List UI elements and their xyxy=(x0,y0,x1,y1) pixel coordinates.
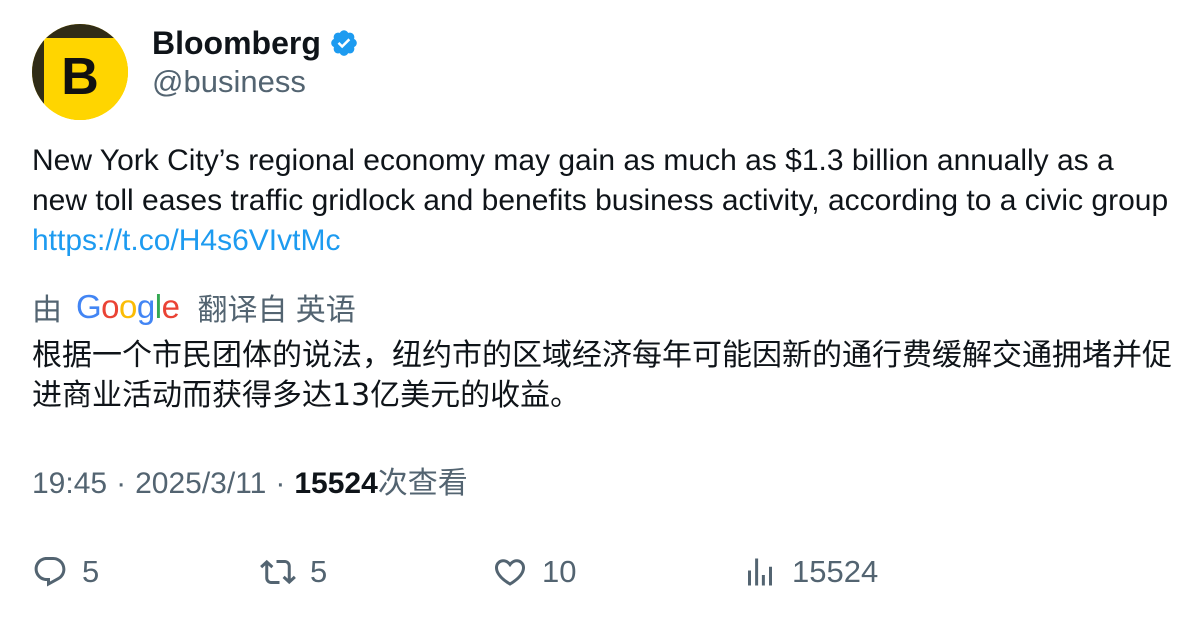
views-action-count: 15524 xyxy=(792,554,879,589)
analytics-icon xyxy=(742,554,778,590)
bloomberg-logo-icon: B xyxy=(32,24,128,120)
reply-count: 5 xyxy=(82,554,100,589)
verified-badge-icon xyxy=(329,28,359,58)
tweet-time[interactable]: 19:45 xyxy=(32,467,108,500)
translated-text: 根据一个市民团体的说法，纽约市的区域经济每年可能因新的通行费缓解交通拥堵并促进商… xyxy=(32,338,1172,413)
reply-button[interactable]: 5 xyxy=(32,552,99,592)
tweet-header: B Bloomberg @business xyxy=(32,24,359,120)
tweet-meta: 19:45 · 2025/3/11 · 15524 次查看 xyxy=(32,464,468,504)
repost-button[interactable]: 5 xyxy=(260,552,327,592)
like-button[interactable]: 10 xyxy=(492,552,576,592)
author-names: Bloomberg @business xyxy=(152,24,359,102)
author-handle[interactable]: @business xyxy=(152,64,306,99)
like-count: 10 xyxy=(542,554,577,589)
repost-count: 5 xyxy=(310,554,328,589)
svg-text:B: B xyxy=(61,48,99,106)
views-button[interactable]: 15524 xyxy=(742,552,878,592)
views-count: 15524 xyxy=(294,467,378,500)
repost-icon xyxy=(260,554,296,590)
views-label: 次查看 xyxy=(377,467,468,500)
translation-suffix: 翻译自 英语 xyxy=(197,294,356,327)
action-bar: 5 5 10 15524 xyxy=(32,552,1172,592)
translation-attribution[interactable]: 由 Google 翻译自 英语 xyxy=(32,287,356,327)
heart-icon xyxy=(492,554,528,590)
tweet-link[interactable]: https://t.co/H4s6VIvtMc xyxy=(32,224,341,257)
meta-separator: · xyxy=(116,467,127,500)
google-logo: Google xyxy=(76,288,180,325)
reply-icon xyxy=(32,554,68,590)
display-name[interactable]: Bloomberg xyxy=(152,25,321,61)
tweet-date[interactable]: 2025/3/11 xyxy=(135,467,267,500)
name-row: Bloomberg xyxy=(152,24,359,62)
translation-prefix: 由 xyxy=(32,294,62,327)
tweet-text: New York City’s regional economy may gai… xyxy=(32,141,1172,261)
tweet-text-body: New York City’s regional economy may gai… xyxy=(32,144,1169,217)
meta-separator: · xyxy=(275,467,286,500)
avatar[interactable]: B xyxy=(32,24,128,120)
